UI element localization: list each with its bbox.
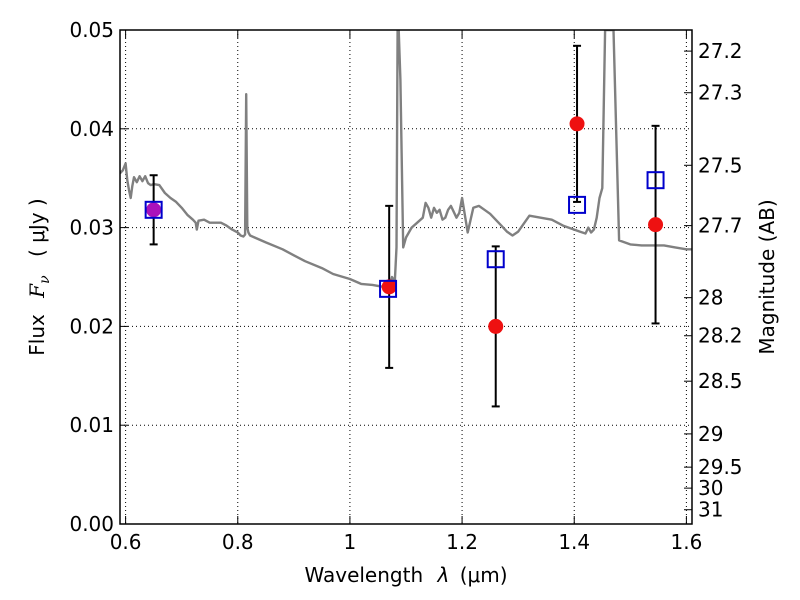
mag-tick-label: 27.7 bbox=[698, 214, 743, 238]
x-axis-title: Wavelength λ (μm) bbox=[304, 563, 507, 587]
y-tick-label: 0.00 bbox=[69, 512, 114, 536]
mag-tick-label: 28.2 bbox=[698, 324, 743, 348]
x-tick-label: 1 bbox=[344, 530, 357, 554]
spectrum-line bbox=[120, 30, 692, 291]
observed-points bbox=[146, 116, 664, 334]
plot-frame bbox=[119, 29, 693, 525]
x-tick-label: 1.6 bbox=[670, 530, 702, 554]
model-square bbox=[144, 200, 163, 219]
observed-point bbox=[488, 318, 504, 334]
mag-tick-label: 27.2 bbox=[698, 39, 743, 63]
y-axis-title: Flux Fν ( μJy ) bbox=[25, 198, 54, 355]
mag-tick-label: 31 bbox=[698, 498, 723, 522]
mag-tick-label: 30 bbox=[698, 476, 723, 500]
x-tick-labels: 0.6 0.8 1 1.2 1.4 1.6 bbox=[110, 530, 703, 554]
model-square bbox=[646, 171, 665, 190]
y-tick-label: 0.05 bbox=[69, 18, 114, 42]
mag-tick-label: 27.3 bbox=[698, 81, 743, 105]
observed-point bbox=[381, 279, 397, 295]
grid-lines bbox=[120, 29, 692, 525]
y2-axis-title: Magnitude (AB) bbox=[755, 199, 779, 354]
model-square bbox=[486, 250, 505, 269]
mag-tick-label: 28.5 bbox=[698, 369, 743, 393]
mag-tick-label: 27.5 bbox=[698, 153, 743, 177]
model-square bbox=[379, 279, 398, 298]
y-tick-label: 0.04 bbox=[69, 117, 114, 141]
y-tick-label: 0.01 bbox=[69, 413, 114, 437]
observed-point bbox=[569, 116, 585, 132]
mag-tick-label: 29.5 bbox=[698, 455, 743, 479]
y-tick-labels: 0.00 0.01 0.02 0.03 0.04 0.05 bbox=[69, 18, 114, 536]
x-tick-label: 1.4 bbox=[558, 530, 590, 554]
model-square bbox=[568, 195, 587, 214]
mag-tick-label: 28 bbox=[698, 286, 723, 310]
observed-point bbox=[146, 202, 162, 218]
y-tick-label: 0.03 bbox=[69, 216, 114, 240]
plot-area bbox=[120, 30, 692, 291]
y-tick-label: 0.02 bbox=[69, 314, 114, 338]
x-tick-label: 0.8 bbox=[222, 530, 254, 554]
model-points bbox=[144, 171, 665, 298]
x-tick-label: 0.6 bbox=[110, 530, 142, 554]
observed-point bbox=[648, 217, 664, 233]
x-tick-label: 1.2 bbox=[446, 530, 478, 554]
mag-tick-label: 29 bbox=[698, 422, 723, 446]
axis-ticks bbox=[120, 29, 692, 525]
